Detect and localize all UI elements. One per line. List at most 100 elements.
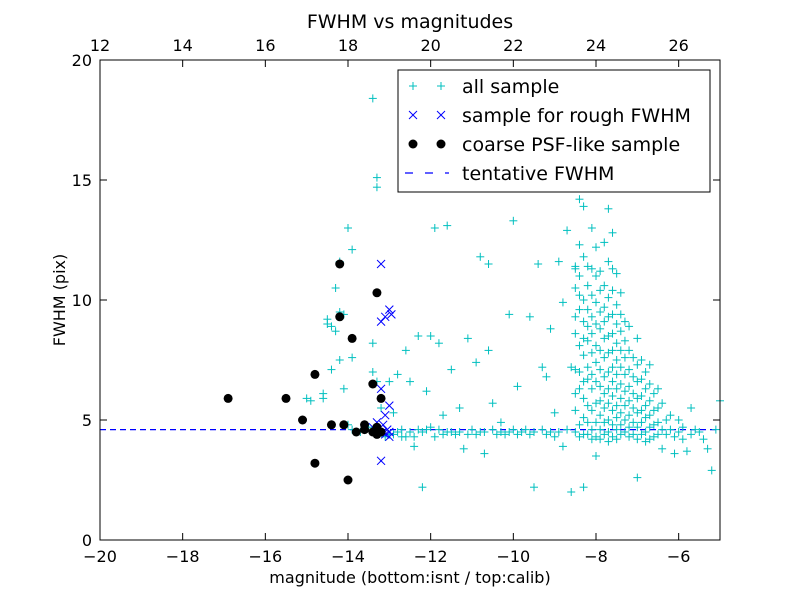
top-x-tick-label: 12: [90, 36, 110, 55]
all-sample-point: [612, 370, 621, 379]
all-sample-point: [596, 324, 605, 333]
all-sample-point: [517, 428, 526, 436]
all-sample-point: [629, 389, 638, 398]
all-sample-point: [587, 291, 596, 300]
all-sample-point: [674, 428, 683, 436]
all-sample-point: [658, 425, 667, 434]
all-sample-point: [389, 430, 398, 439]
all-sample-point: [596, 396, 605, 405]
all-sample-point: [571, 284, 580, 292]
top-x-tick-label: 20: [420, 36, 440, 55]
all-sample-point: [550, 432, 559, 441]
rough-sample-point: [384, 432, 394, 442]
all-sample-point: [575, 240, 584, 249]
all-sample-point: [575, 305, 584, 314]
all-sample-point: [616, 380, 625, 388]
coarse-sample-point: [335, 259, 345, 269]
all-sample-point: [579, 317, 588, 326]
all-sample-point: [637, 418, 646, 427]
all-sample-point: [592, 320, 600, 328]
all-sample-point: [662, 430, 671, 439]
all-sample-point: [439, 430, 448, 439]
all-sample-point: [616, 288, 625, 297]
all-sample-point: [393, 428, 402, 436]
all-sample-point: [488, 399, 497, 408]
x-tick-label: −10: [496, 547, 530, 566]
all-sample-point: [327, 365, 336, 374]
all-sample-point: [608, 228, 617, 237]
all-sample-point: [600, 281, 609, 290]
x-tick-label: −18: [166, 547, 200, 566]
all-sample-point: [637, 356, 646, 364]
all-sample-point: [571, 329, 580, 338]
all-sample-point: [587, 425, 596, 434]
all-sample-point: [377, 404, 386, 412]
all-sample-point: [410, 432, 419, 441]
x-tick-label: −20: [83, 547, 117, 566]
all-sample-point: [608, 329, 617, 338]
all-sample-point: [587, 384, 596, 393]
all-sample-point: [616, 327, 625, 336]
all-sample-point: [480, 428, 489, 436]
all-sample-point: [633, 334, 642, 343]
all-sample-point: [575, 420, 584, 429]
all-sample-point: [678, 423, 687, 432]
all-sample-point: [542, 372, 551, 381]
all-sample-point: [472, 430, 481, 439]
all-sample-point: [406, 377, 414, 386]
all-sample-point: [592, 272, 600, 280]
all-sample-point: [592, 432, 600, 441]
all-sample-point: [604, 428, 613, 436]
all-sample-point: [575, 272, 584, 280]
all-sample-point: [579, 296, 588, 304]
all-sample-point: [658, 399, 667, 408]
all-sample-point: [583, 375, 592, 384]
all-sample-point: [327, 322, 336, 331]
all-sample-point: [625, 365, 634, 374]
all-sample-point: [538, 363, 547, 372]
all-sample-point: [645, 423, 654, 432]
all-sample-point: [422, 387, 431, 396]
coarse-sample-point: [343, 475, 353, 485]
all-sample-point: [604, 204, 613, 213]
all-sample-point: [583, 336, 592, 345]
all-sample-point: [401, 432, 410, 441]
all-sample-point: [397, 425, 406, 434]
all-sample-point: [662, 416, 671, 424]
legend-label-tentative-fwhm: tentative FWHM: [462, 163, 614, 185]
all-sample-point: [612, 425, 621, 434]
rough-sample-point: [376, 384, 386, 394]
legend-markers: [405, 82, 449, 174]
all-sample-point: [463, 430, 472, 439]
rough-sample-point: [380, 410, 390, 420]
chart-title: FWHM vs magnitudes: [307, 11, 513, 33]
all-sample-point: [488, 425, 497, 434]
all-sample-point: [385, 377, 394, 386]
all-sample-point: [645, 396, 654, 405]
x-tick-label: −6: [667, 547, 691, 566]
all-sample-point: [649, 406, 658, 415]
coarse-sample-point: [335, 312, 345, 322]
all-sample-point: [575, 341, 584, 350]
all-sample-point: [625, 322, 634, 331]
all-sample-point: [521, 425, 530, 434]
all-sample-point: [513, 382, 522, 391]
legend-marker-rough-sample: [408, 110, 418, 120]
all-sample-point: [579, 202, 588, 211]
all-sample-point: [600, 353, 609, 362]
all-sample-point: [658, 444, 667, 453]
all-sample-point: [600, 317, 609, 326]
all-sample-point: [604, 348, 613, 357]
top-x-tick-label: 24: [586, 36, 606, 55]
all-sample-point: [455, 428, 464, 436]
all-sample-point: [430, 224, 439, 232]
all-sample-point: [558, 442, 567, 451]
bottom-x-axis: −20 −18 −16 −14 −12 −10 −8 −6: [83, 533, 690, 566]
coarse-sample-point: [339, 420, 349, 430]
all-sample-point: [554, 428, 563, 436]
legend: all sample sample for rough FWHM coarse …: [397, 69, 711, 193]
all-sample-point: [587, 348, 596, 357]
all-sample-point: [575, 368, 584, 376]
all-sample-point: [641, 368, 650, 376]
rough-sample-point: [384, 305, 394, 314]
